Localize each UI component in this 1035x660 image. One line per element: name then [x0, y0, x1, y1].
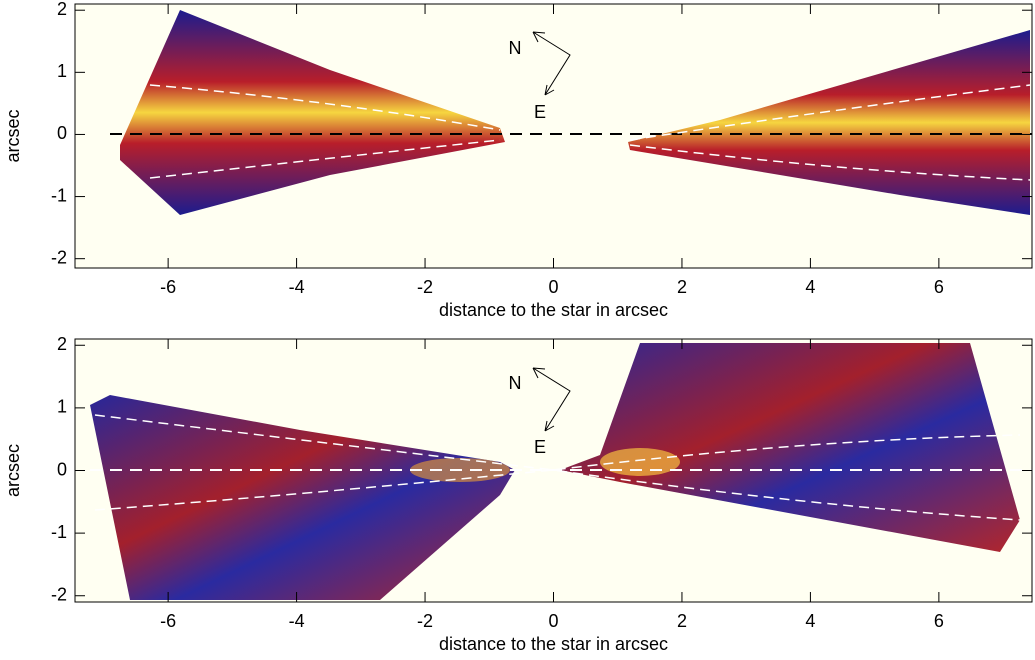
x-axis-label: distance to the star in arcsec — [439, 300, 668, 320]
image-region — [628, 30, 1030, 215]
y-tick-label: -1 — [51, 185, 67, 205]
x-tick-label: -6 — [160, 277, 176, 297]
y-tick-label: 0 — [57, 123, 67, 143]
x-tick-label: -2 — [417, 277, 433, 297]
x-tick-label: -6 — [160, 611, 176, 631]
y-axis-label: arcsec — [3, 109, 23, 162]
compass — [532, 367, 571, 432]
y-tick-label: 2 — [57, 334, 67, 354]
x-tick-label: 6 — [934, 277, 944, 297]
x-tick-label: 4 — [805, 611, 815, 631]
annotation: N — [509, 373, 522, 393]
image-region — [90, 395, 515, 600]
image-region — [120, 10, 505, 215]
x-axis-label: distance to the star in arcsec — [439, 634, 668, 654]
image-region — [560, 343, 1020, 552]
x-tick-label: 2 — [677, 277, 687, 297]
y-tick-label: 2 — [57, 0, 67, 19]
boundary-line — [149, 84, 1031, 181]
annotation: E — [534, 102, 546, 122]
boundary-line — [94, 414, 1021, 521]
x-tick-label: -2 — [417, 611, 433, 631]
x-tick-label: 6 — [934, 611, 944, 631]
y-tick-label: 1 — [57, 61, 67, 81]
x-tick-label: 2 — [677, 611, 687, 631]
x-tick-label: -4 — [289, 277, 305, 297]
y-tick-label: 1 — [57, 397, 67, 417]
image-highlight — [600, 448, 680, 476]
y-tick-label: 0 — [57, 459, 67, 479]
y-tick-label: -1 — [51, 522, 67, 542]
y-tick-label: -2 — [51, 247, 67, 267]
x-tick-label: 0 — [548, 277, 558, 297]
y-tick-label: -2 — [51, 584, 67, 604]
x-tick-label: -4 — [289, 611, 305, 631]
x-tick-label: 4 — [805, 277, 815, 297]
compass — [532, 31, 571, 96]
x-tick-label: 0 — [548, 611, 558, 631]
y-axis-label: arcsec — [3, 444, 23, 497]
annotation: N — [509, 38, 522, 58]
annotation: E — [534, 437, 546, 457]
